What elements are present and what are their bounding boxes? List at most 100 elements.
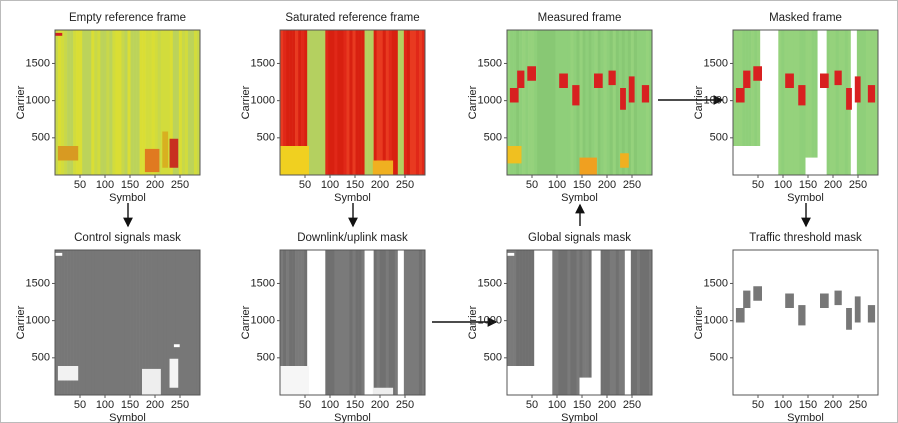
y-tick-label: 1000 [478, 315, 502, 327]
heatmap-column [364, 30, 368, 175]
heatmap-column [549, 250, 553, 395]
heatmap-column [331, 250, 335, 395]
heatmap-column [600, 250, 604, 395]
heatmap-column [597, 250, 601, 395]
panel: Masked frame Symbol Carrier 500 1000 1500 50 10… [693, 12, 879, 204]
heatmap-column [334, 30, 338, 175]
heatmap-column [175, 30, 180, 175]
heatmap-column [510, 250, 514, 395]
heatmap-patch [57, 366, 79, 381]
heatmap-column [874, 30, 879, 175]
y-tick-label: 1500 [26, 277, 50, 289]
heatmap-column [808, 30, 812, 175]
y-tick-label: 1500 [26, 57, 50, 69]
x-tick-label: 200 [824, 399, 842, 411]
heatmap-column [292, 250, 296, 395]
heatmap-column [567, 30, 571, 175]
heatmap-patch [743, 70, 751, 88]
heatmap-column [346, 250, 350, 395]
heatmap-column [412, 30, 417, 175]
heatmap-column [519, 250, 523, 395]
heatmap-column [298, 250, 302, 395]
heatmap-column [859, 30, 864, 175]
heatmap-column [313, 30, 317, 175]
heatmap-column [364, 250, 368, 395]
heatmap-column [531, 30, 535, 175]
heatmap-column [397, 250, 402, 395]
heatmap-column [513, 250, 517, 395]
heatmap-patch [517, 70, 525, 88]
heatmap-column [582, 30, 586, 175]
heatmap-column [64, 30, 68, 175]
heatmap-column [187, 30, 192, 175]
heatmap-column [319, 250, 323, 395]
x-tick-label: 250 [623, 399, 641, 411]
heatmap-column [388, 250, 393, 395]
heatmap-column [295, 250, 299, 395]
y-tick-label: 500 [257, 352, 275, 364]
heatmap-column [754, 250, 758, 395]
heatmap-patch [805, 157, 823, 175]
x-tick-label: 150 [799, 179, 817, 191]
heatmap-column [361, 250, 365, 395]
heatmap-patch [798, 305, 806, 326]
heatmap-column [808, 250, 812, 395]
heatmap-column [328, 30, 332, 175]
heatmap-column [537, 250, 541, 395]
heatmap-column [136, 30, 140, 175]
heatmap-column [817, 30, 821, 175]
x-tick-label: 200 [824, 179, 842, 191]
heatmap-column [633, 250, 638, 395]
y-tick-label: 1000 [478, 95, 502, 107]
heatmap-column [585, 30, 589, 175]
heatmap-column [579, 30, 583, 175]
x-tick-label: 100 [774, 399, 792, 411]
heatmap-column [841, 250, 846, 395]
heatmap-column [154, 30, 159, 175]
heatmap-column [775, 250, 779, 395]
heatmap-column [394, 250, 399, 395]
heatmap-column [603, 250, 607, 395]
heatmap-column [564, 250, 568, 395]
heatmap-column [76, 30, 80, 175]
heatmap-column [139, 250, 143, 395]
panel: Saturated reference frame Symbol Carrier 50… [240, 12, 426, 204]
heatmap-column [391, 250, 396, 395]
heatmap-patch [509, 88, 519, 103]
heatmap-column [301, 30, 305, 175]
x-tick-label: 100 [321, 179, 339, 191]
panel-title: Measured frame [538, 12, 622, 24]
heatmap-column [184, 30, 189, 175]
plot-frame [506, 249, 653, 396]
heatmap-column [103, 30, 107, 175]
heatmap-column [280, 250, 284, 395]
heatmap-column [400, 30, 405, 175]
x-axis-label: Symbol [561, 412, 598, 423]
heatmap-column [373, 250, 377, 395]
x-tick-label: 150 [573, 399, 591, 411]
heatmap-column [751, 250, 755, 395]
heatmap-column [835, 30, 840, 175]
heatmap-column [112, 30, 116, 175]
x-tick-label: 150 [346, 399, 364, 411]
heatmap-column [289, 250, 293, 395]
heatmap-column [639, 250, 644, 395]
heatmap-column [769, 30, 773, 175]
heatmap-column [163, 250, 168, 395]
heatmap-column [70, 250, 74, 395]
x-tick-label: 50 [74, 179, 86, 191]
heatmap-column [546, 30, 550, 175]
heatmap-column [109, 30, 113, 175]
heatmap-column [796, 250, 800, 395]
y-axis-label: Carrier [693, 305, 705, 339]
heatmap-column [340, 30, 344, 175]
heatmap-column [376, 250, 380, 395]
heatmap-column [745, 250, 749, 395]
heatmap-column [555, 250, 559, 395]
heatmap-column [645, 250, 650, 395]
y-tick-label: 1500 [251, 57, 275, 69]
panel: Global signals mask Symbol Carrier 500 1000 1… [467, 232, 653, 423]
heatmap-column [166, 250, 171, 395]
heatmap-column [166, 30, 171, 175]
heatmap-column [421, 30, 426, 175]
